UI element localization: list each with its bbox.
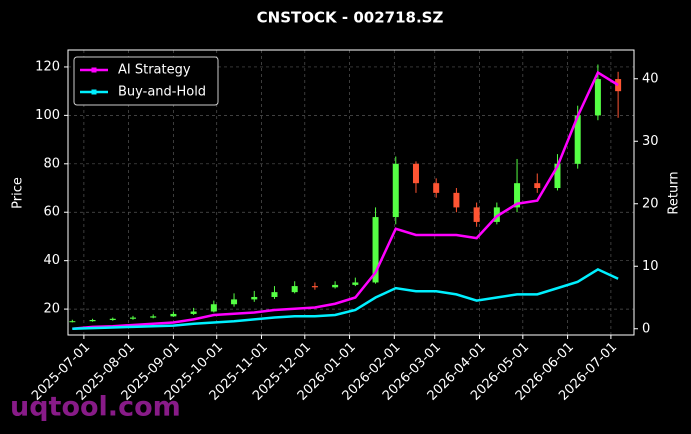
candle-body [615,79,622,92]
candle-body [109,318,116,320]
candle-body [392,163,399,218]
candle-body [69,321,76,323]
candle-body [574,115,581,164]
candle-body [473,207,480,222]
y2-tick-label: 40 [642,71,659,86]
candle-body [412,163,419,184]
chart-title: CNSTOCK - 002718.SZ [257,9,444,27]
y-tick-label: 120 [35,59,60,74]
y-tick-label: 80 [43,156,60,171]
candle-body [271,292,278,297]
plot-frame [67,49,635,336]
candle-body [129,317,136,319]
y2-tick-label: 0 [642,321,650,336]
y-axis-label: Price [11,177,26,209]
candle-body [372,217,379,283]
watermark: uqtool.com [10,392,181,423]
candle-body [352,282,359,285]
legend-label: Buy-and-Hold [118,85,206,100]
legend-marker [91,89,97,95]
line-series [72,267,619,330]
legend-label: AI Strategy [118,63,191,78]
candle-body [514,183,521,208]
candle-body [311,286,318,288]
candle-body [210,304,217,312]
y-tick-label: 40 [43,253,60,268]
candle-body [170,313,177,317]
candle-body [190,311,197,314]
y-tick-label: 20 [43,302,60,317]
line-series [72,70,619,330]
candle-body [291,286,298,293]
candle-body [89,319,96,322]
candle-body [534,183,541,189]
y2-tick-label: 20 [642,196,659,211]
y2-tick-label: 10 [642,259,659,274]
legend-box [73,56,219,106]
legend-marker [91,67,97,73]
candle-body [332,284,339,288]
candle-body [493,207,500,222]
y2-tick-label: 30 [642,134,659,149]
candle-body [594,79,601,116]
candle-body [433,183,440,193]
y-tick-label: 60 [43,205,60,220]
candle-body [554,163,561,189]
candle-body [150,316,157,318]
candle-body [231,299,238,305]
candle-body [453,192,460,208]
y2-axis-label: Return [667,171,682,214]
y-tick-label: 100 [35,108,60,123]
candle-body [251,296,258,300]
